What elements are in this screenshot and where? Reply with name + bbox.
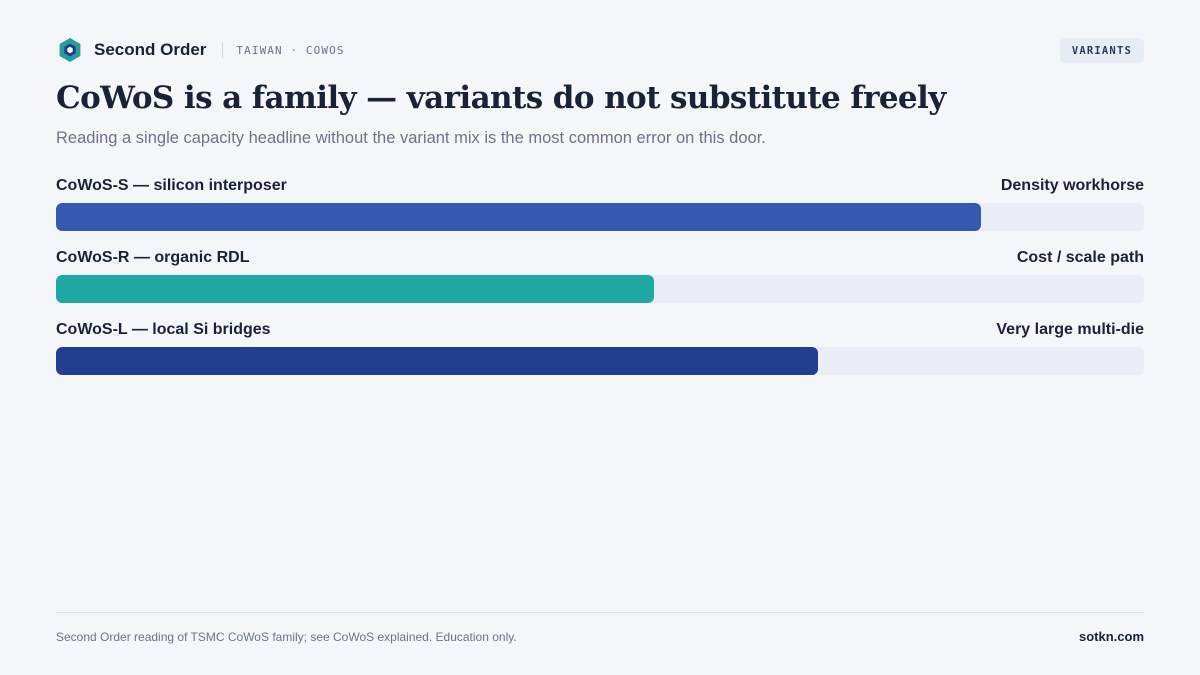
bar-label: CoWoS-R — organic RDL xyxy=(56,249,250,266)
bar-annotation: Cost / scale path xyxy=(1016,249,1144,266)
bar-fill xyxy=(56,203,981,231)
bar-fill xyxy=(56,275,655,303)
bar-row-header: CoWoS-R — organic RDL Cost / scale path xyxy=(56,249,1144,275)
page-title: CoWoS is a family — variants do not subs… xyxy=(56,80,946,116)
bar-row: CoWoS-S — silicon interposer Density work… xyxy=(56,177,1144,249)
hexagon-logo-icon xyxy=(59,38,81,62)
bar-row: CoWoS-R — organic RDL Cost / scale path xyxy=(56,249,1144,321)
breadcrumb: TAIWAN · COWOS xyxy=(236,43,345,57)
header-divider xyxy=(222,42,224,58)
section-badge: VARIANTS xyxy=(1059,37,1144,63)
bar-track xyxy=(56,347,1144,375)
brand-name: Second Order xyxy=(94,40,207,59)
source-note: Second Order reading of TSMC CoWoS famil… xyxy=(56,630,517,644)
page-subtitle: Reading a single capacity headline witho… xyxy=(56,129,766,147)
bar-row: CoWoS-L — local Si bridges Very large mul… xyxy=(56,321,1144,393)
bar-label: CoWoS-L — local Si bridges xyxy=(56,321,271,338)
bar-annotation: Density workhorse xyxy=(1000,177,1144,194)
site-link[interactable]: sotkn.com xyxy=(1078,629,1144,644)
bar-row-header: CoWoS-S — silicon interposer Density work… xyxy=(56,177,1144,203)
bar-label: CoWoS-S — silicon interposer xyxy=(56,177,287,194)
bar-annotation: Very large multi-die xyxy=(996,321,1144,338)
footer: Second Order reading of TSMC CoWoS famil… xyxy=(56,612,1144,644)
bar-track xyxy=(56,203,1144,231)
variant-bar-chart: CoWoS-S — silicon interposer Density work… xyxy=(56,177,1144,393)
header: Second Order TAIWAN · COWOS VARIANTS xyxy=(56,36,1144,64)
bar-fill xyxy=(56,347,818,375)
bar-row-header: CoWoS-L — local Si bridges Very large mul… xyxy=(56,321,1144,347)
bar-track xyxy=(56,275,1144,303)
